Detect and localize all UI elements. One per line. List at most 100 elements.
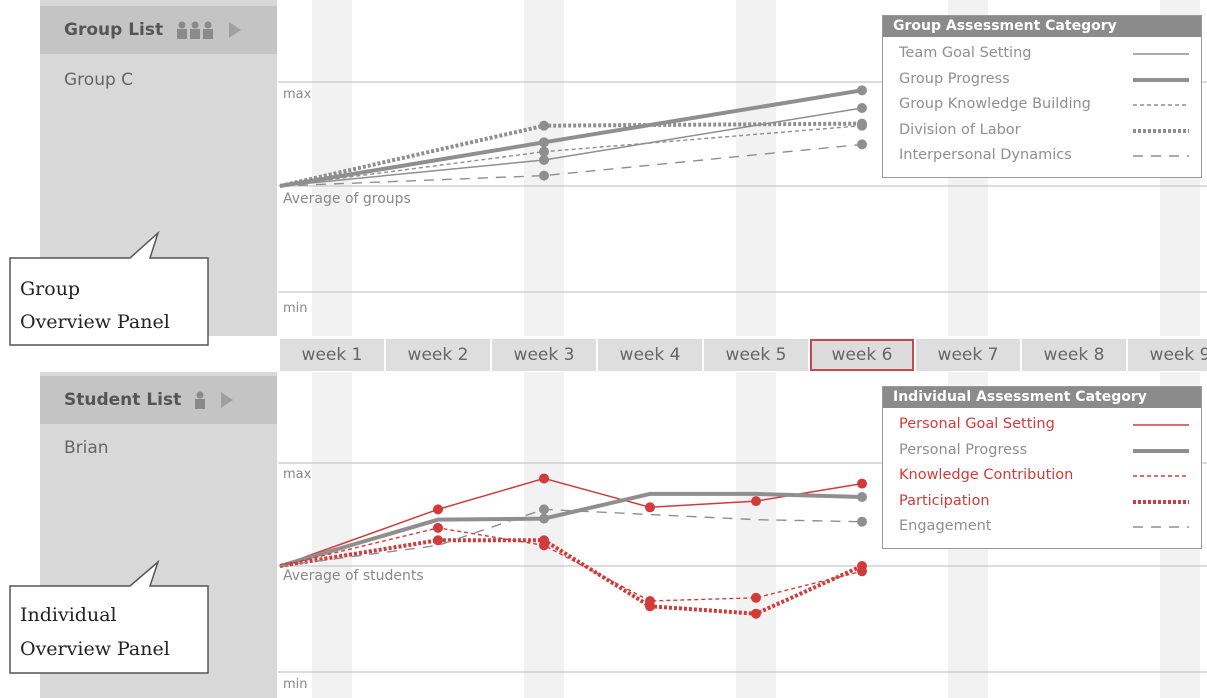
student-min-label: min (283, 677, 308, 692)
series-point (539, 513, 549, 524)
student-series (279, 473, 867, 619)
expand-arrow-icon[interactable] (221, 392, 234, 408)
series-point (751, 608, 761, 619)
series-point (857, 516, 867, 527)
legend-swatch-icon (1133, 424, 1189, 426)
group-avg-label: Average of groups (283, 191, 411, 207)
individual-legend-label: Personal Progress (899, 441, 1028, 458)
series-point (751, 592, 761, 603)
series-point (857, 491, 867, 502)
individual-callout-line2: Overview Panel (20, 638, 170, 660)
week-button[interactable]: week 6 (810, 339, 914, 371)
legend-swatch-icon (1133, 155, 1189, 157)
expand-arrow-icon[interactable] (229, 22, 242, 38)
series-point (645, 502, 655, 513)
series-point (539, 146, 549, 157)
group-legend-label: Group Knowledge Building (899, 96, 1091, 112)
series-point (857, 139, 867, 150)
group-list-item[interactable]: Group C (64, 70, 134, 90)
series-point (539, 120, 549, 131)
week-button[interactable]: week 3 (492, 339, 596, 371)
week-button[interactable]: week 2 (386, 339, 490, 371)
group-legend-label: Division of Labor (899, 121, 1021, 138)
group-callout-line1: Group (20, 278, 80, 300)
individual-legend-item[interactable]: Personal Goal Setting (883, 412, 1201, 438)
week-button[interactable]: week 4 (598, 339, 702, 371)
student-list-header[interactable]: Student List (40, 376, 277, 424)
week-band (524, 372, 564, 698)
group-legend-item[interactable]: Group Progress (883, 67, 1201, 93)
series-point (539, 473, 549, 484)
student-list-title: Student List (64, 390, 182, 410)
week-button[interactable]: week 5 (704, 339, 808, 371)
individual-legend-label: Engagement (899, 518, 992, 534)
legend-swatch-icon (1133, 475, 1189, 477)
group-list-header[interactable]: Group List (40, 6, 277, 54)
group-icon (177, 21, 214, 39)
week-button[interactable]: week 7 (916, 339, 1020, 371)
individual-legend-item[interactable]: Engagement (883, 514, 1201, 540)
group-legend-label: Team Goal Setting (899, 45, 1032, 61)
individual-legend: Individual Assessment Category Personal … (882, 386, 1202, 549)
series-point (539, 155, 549, 165)
group-legend-item[interactable]: Team Goal Setting (883, 41, 1201, 67)
week-band (736, 0, 776, 336)
series-point (539, 535, 549, 546)
individual-legend-label: Knowledge Contribution (899, 467, 1074, 483)
series-point (857, 103, 867, 113)
week-band (736, 372, 776, 698)
group-legend-title: Group Assessment Category (883, 16, 1201, 37)
legend-swatch-icon (1133, 526, 1189, 528)
individual-legend-label: Personal Goal Setting (899, 416, 1055, 432)
week-band (524, 0, 564, 336)
individual-legend-title: Individual Assessment Category (883, 387, 1201, 408)
group-max-label: max (283, 87, 312, 102)
series-line (279, 527, 863, 602)
individual-legend-label: Participation (899, 492, 990, 509)
series-line (279, 477, 863, 567)
legend-swatch-icon (1133, 77, 1189, 82)
group-list-title: Group List (64, 20, 164, 40)
student-list-item[interactable]: Brian (64, 438, 109, 458)
series-point (433, 535, 443, 546)
series-point (433, 522, 443, 533)
group-legend-item[interactable]: Interpersonal Dynamics (883, 143, 1201, 169)
series-point (857, 85, 867, 96)
week-button[interactable]: week 9 (1128, 339, 1207, 371)
series-point (857, 478, 867, 489)
series-line (279, 508, 863, 567)
legend-swatch-icon (1133, 53, 1189, 55)
series-point (857, 561, 867, 571)
week-band (312, 372, 352, 698)
individual-legend-item[interactable]: Participation (883, 489, 1201, 515)
group-series (279, 85, 867, 188)
group-legend-label: Group Progress (899, 70, 1010, 87)
group-legend: Group Assessment Category Team Goal Sett… (882, 15, 1202, 178)
individual-legend-item[interactable]: Personal Progress (883, 438, 1201, 464)
series-point (539, 504, 549, 515)
series-point (857, 118, 867, 129)
group-legend-label: Interpersonal Dynamics (899, 147, 1072, 163)
week-band (312, 0, 352, 336)
series-line (279, 491, 863, 568)
series-point (539, 137, 549, 148)
group-legend-item[interactable]: Group Knowledge Building (883, 92, 1201, 118)
week-button[interactable]: week 1 (280, 339, 384, 371)
week-button[interactable]: week 8 (1022, 339, 1126, 371)
person-icon (195, 391, 206, 409)
series-point (645, 601, 655, 612)
legend-swatch-icon (1133, 128, 1189, 133)
group-legend-item[interactable]: Division of Labor (883, 118, 1201, 144)
series-line (279, 538, 863, 616)
student-avg-label: Average of students (283, 568, 424, 584)
individual-legend-item[interactable]: Knowledge Contribution (883, 463, 1201, 489)
series-point (539, 170, 549, 181)
group-min-label: min (283, 301, 308, 316)
individual-callout: Individual Overview Panel (9, 559, 209, 674)
group-callout: Group Overview Panel (9, 230, 209, 346)
series-line (279, 143, 863, 187)
group-callout-line2: Overview Panel (20, 311, 170, 333)
legend-swatch-icon (1133, 104, 1189, 106)
series-point (433, 504, 443, 515)
student-max-label: max (283, 467, 312, 482)
